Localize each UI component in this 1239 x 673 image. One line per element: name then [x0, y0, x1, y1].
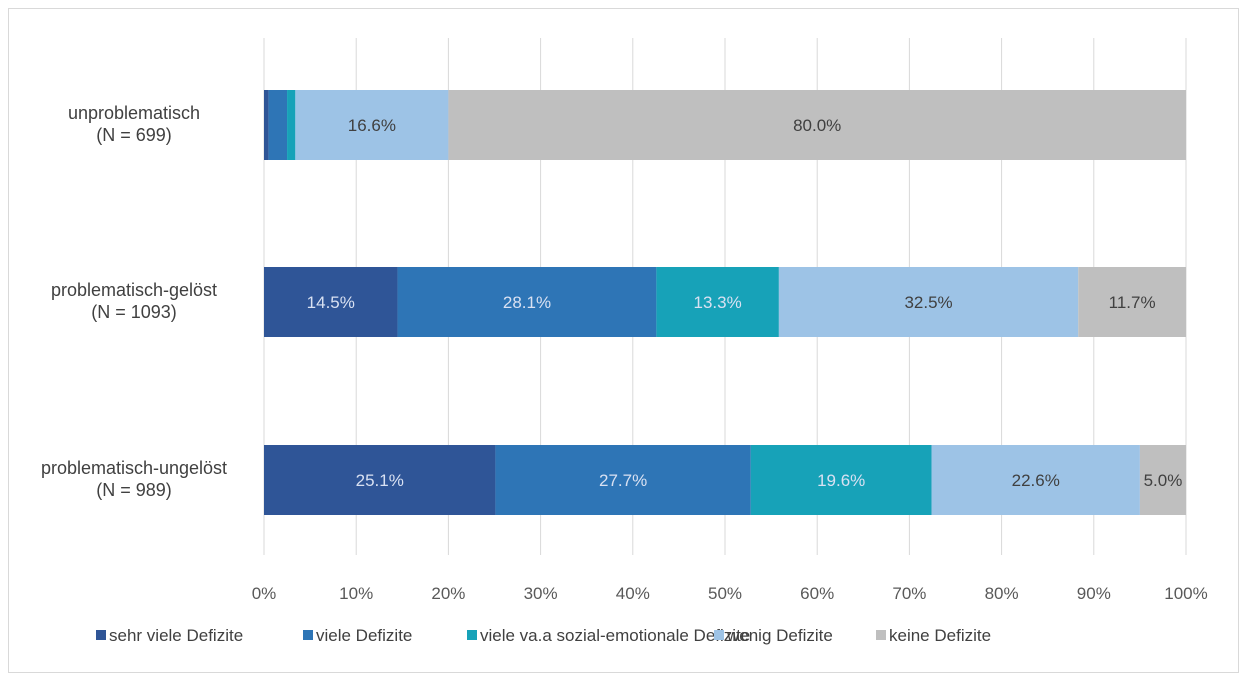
- x-tick-label: 100%: [1164, 584, 1207, 603]
- data-label: 80.0%: [793, 116, 841, 135]
- legend-label: keine Defizite: [889, 626, 991, 645]
- bar-segment: [750, 445, 932, 515]
- x-tick-label: 70%: [892, 584, 926, 603]
- bars: 16.6% 80.0% 14.5% 28.1% 13.3% 32.5% 11.7% 25.1%…: [264, 90, 1186, 515]
- data-label: 16.6%: [348, 116, 396, 135]
- data-label: 11.7%: [1109, 293, 1156, 312]
- x-tick-label: 80%: [985, 584, 1019, 603]
- bar-segment: [656, 267, 779, 337]
- legend-label: viele va.a sozial-emotionale Defizite: [480, 626, 750, 645]
- bar-segment: [1139, 445, 1186, 515]
- x-tick-label: 0%: [252, 584, 277, 603]
- category-label: problematisch-ungelöst (N = 989): [41, 458, 227, 500]
- data-label: 32.5%: [904, 293, 952, 312]
- legend-swatch: [96, 630, 106, 640]
- x-tick-label: 10%: [339, 584, 373, 603]
- x-tick-label: 30%: [524, 584, 558, 603]
- data-label: 27.7%: [599, 471, 647, 490]
- category-labels: unproblematisch (N = 699) problematisch-ge…: [41, 103, 227, 500]
- x-tick-label: 50%: [708, 584, 742, 603]
- legend: sehr viele Defizite viele Defizite viele v…: [96, 626, 991, 645]
- bar-segment: [295, 90, 449, 160]
- bar-segment: [495, 445, 751, 515]
- legend-label: wenig Defizite: [726, 626, 833, 645]
- legend-swatch: [303, 630, 313, 640]
- data-label: 5.0%: [1144, 471, 1183, 490]
- data-label: 14.5%: [307, 293, 355, 312]
- x-tick-label: 20%: [431, 584, 465, 603]
- bar-segment: [264, 90, 269, 160]
- data-label: 19.6%: [817, 471, 865, 490]
- legend-label: viele Defizite: [316, 626, 412, 645]
- category-label: problematisch-gelöst (N = 1093): [51, 280, 217, 322]
- category-label: unproblematisch (N = 699): [68, 103, 200, 145]
- bar-segment: [287, 90, 296, 160]
- data-label: 22.6%: [1012, 471, 1060, 490]
- bar-segment: [264, 445, 496, 515]
- legend-swatch: [467, 630, 477, 640]
- bar-segment: [1078, 267, 1186, 337]
- x-axis-tick-labels: 0% 10% 20% 30% 40% 50% 60% 70% 80% 90% 100%: [252, 584, 1208, 603]
- bar-segment: [778, 267, 1079, 337]
- legend-swatch: [714, 630, 724, 640]
- bar-segment: [931, 445, 1140, 515]
- data-label: 25.1%: [356, 471, 404, 490]
- bar-segment: [264, 267, 398, 337]
- bar-segment: [268, 90, 288, 160]
- bar-segment: [448, 90, 1186, 160]
- x-tick-label: 40%: [616, 584, 650, 603]
- x-tick-label: 60%: [800, 584, 834, 603]
- data-label: 28.1%: [503, 293, 551, 312]
- bar-segment: [397, 267, 657, 337]
- legend-label: sehr viele Defizite: [109, 626, 243, 645]
- data-label: 13.3%: [694, 293, 742, 312]
- x-tick-label: 90%: [1077, 584, 1111, 603]
- legend-swatch: [876, 630, 886, 640]
